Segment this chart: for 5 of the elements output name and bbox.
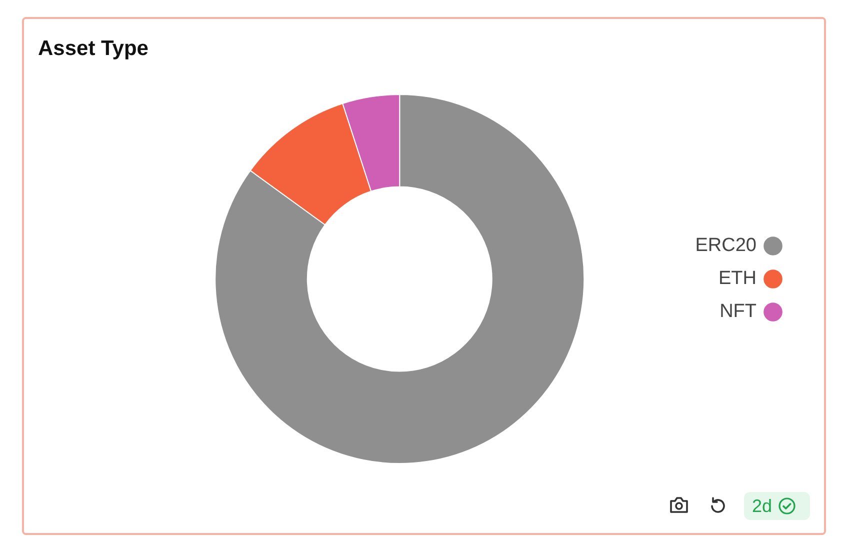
legend-label: ERC20 [695, 235, 756, 256]
legend-label: NFT [720, 301, 757, 322]
legend-label: ETH [718, 268, 756, 290]
chart-title: Asset Type [38, 37, 148, 61]
text: 2d [752, 496, 772, 516]
